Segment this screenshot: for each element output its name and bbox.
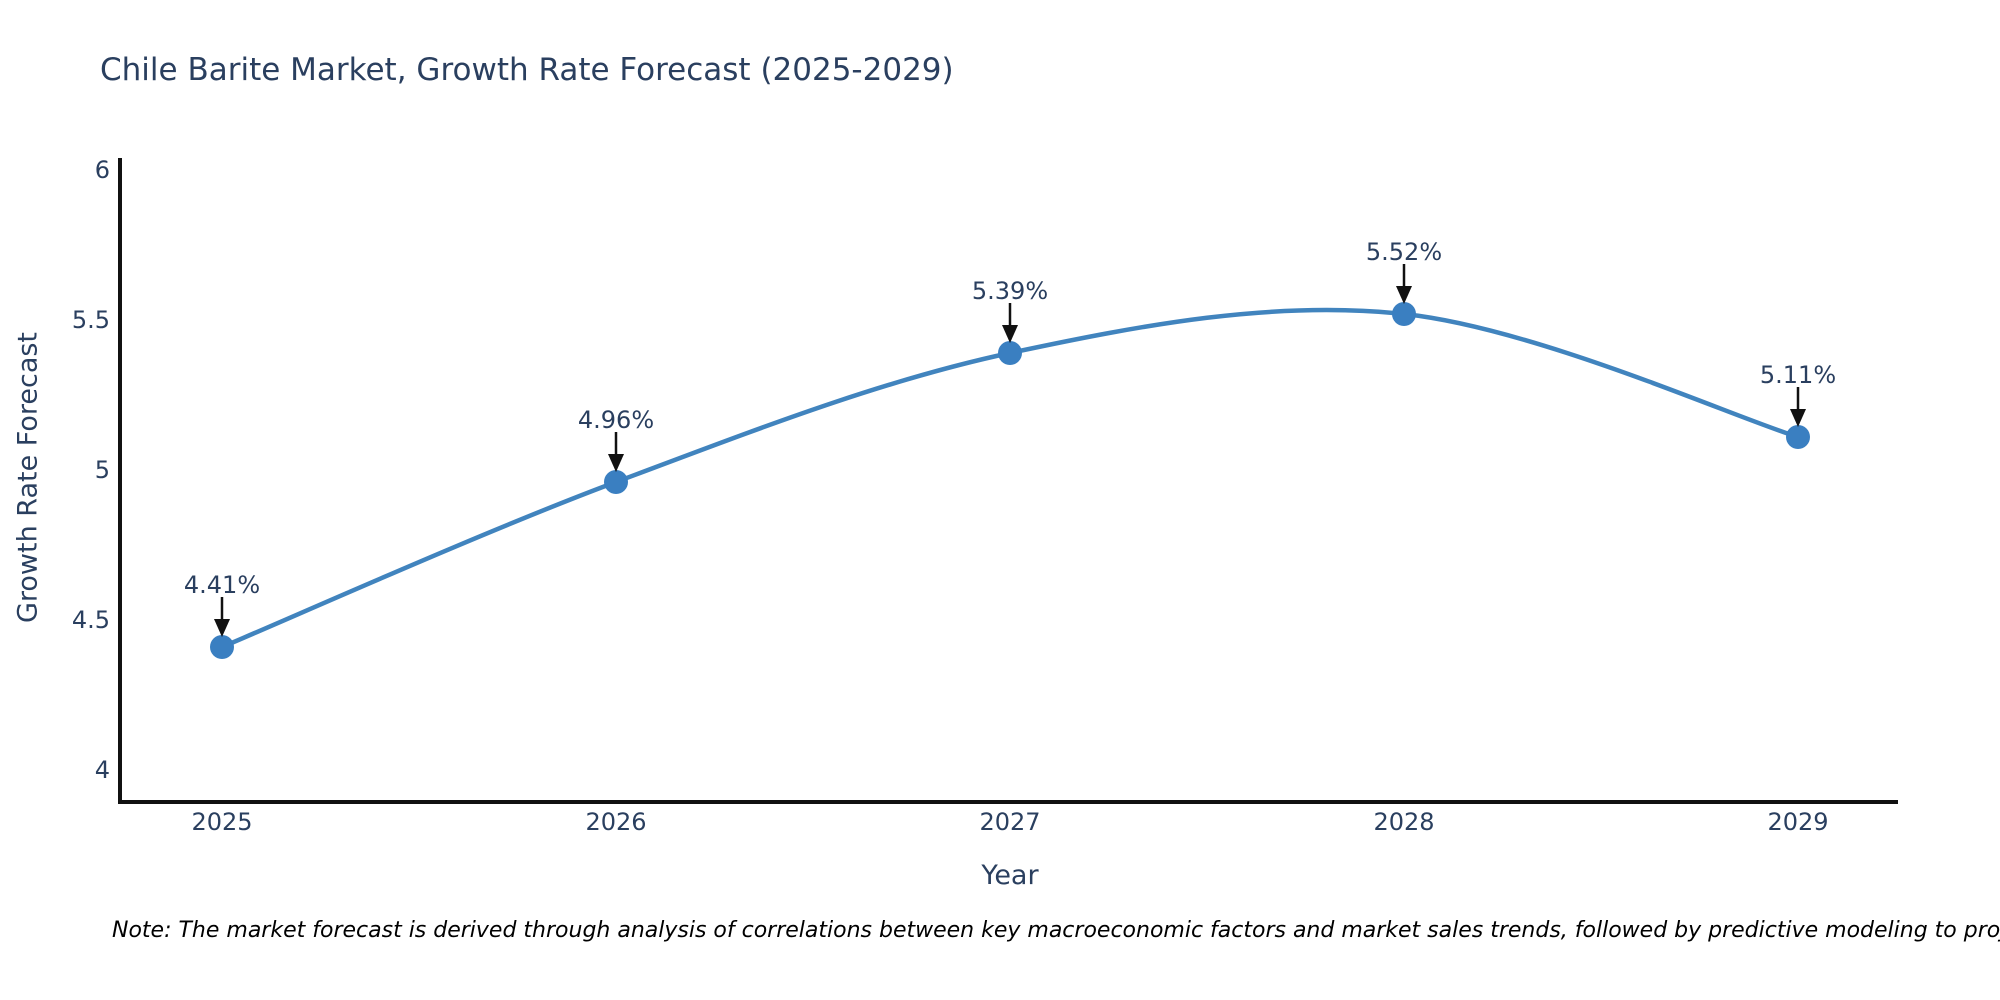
annotation-arrow-head bbox=[1790, 409, 1806, 427]
chart-title: Chile Barite Market, Growth Rate Forecas… bbox=[100, 52, 954, 88]
y-tick-label: 4 bbox=[94, 756, 110, 784]
x-tick-label: 2027 bbox=[979, 808, 1041, 836]
point-value-label: 4.41% bbox=[183, 571, 261, 599]
annotation-arrow-head bbox=[214, 619, 230, 637]
y-tick-label: 4.5 bbox=[71, 606, 110, 634]
y-tick-label: 5.5 bbox=[71, 306, 110, 334]
data-point-marker[interactable] bbox=[1786, 425, 1810, 449]
point-value-label: 5.11% bbox=[1759, 361, 1837, 389]
point-value-label: 5.52% bbox=[1365, 238, 1443, 266]
point-value-label: 5.39% bbox=[971, 277, 1049, 305]
data-point-marker[interactable] bbox=[998, 341, 1022, 365]
annotation-arrow-head bbox=[1396, 286, 1412, 304]
point-value-label: 4.96% bbox=[577, 406, 655, 434]
x-tick-label: 2025 bbox=[191, 808, 253, 836]
y-tick-label: 5 bbox=[94, 456, 110, 484]
data-point-marker[interactable] bbox=[1392, 302, 1416, 326]
data-point-marker[interactable] bbox=[210, 635, 234, 659]
data-point-marker[interactable] bbox=[604, 470, 628, 494]
footnote: Note: The market forecast is derived thr… bbox=[112, 918, 2000, 943]
x-axis-title: Year bbox=[981, 860, 1039, 891]
x-tick-label: 2028 bbox=[1373, 808, 1435, 836]
y-tick-label: 6 bbox=[94, 156, 110, 184]
x-tick-label: 2026 bbox=[585, 808, 647, 836]
annotation-arrow-head bbox=[608, 454, 624, 472]
x-tick-label: 2029 bbox=[1767, 808, 1829, 836]
annotation-arrow-head bbox=[1002, 325, 1018, 343]
